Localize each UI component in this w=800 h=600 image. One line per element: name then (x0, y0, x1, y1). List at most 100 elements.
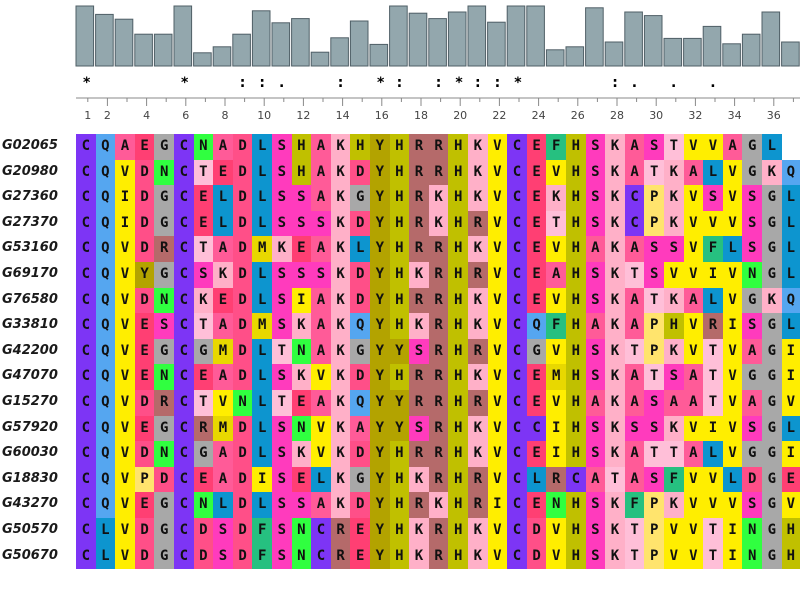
residue-cell: K (664, 338, 684, 365)
residue-cell: D (232, 441, 253, 467)
residue-cell: L (703, 287, 723, 314)
residue-cell: V (722, 262, 743, 288)
residue-cell: P (644, 210, 664, 237)
residue-cell: D (232, 185, 253, 211)
residue-cell: K (468, 441, 488, 467)
residue-cell: V (546, 236, 566, 262)
residue-cell: R (546, 466, 566, 493)
residue-cell: A (213, 134, 233, 160)
residue-cell: S (291, 185, 312, 211)
residue-cell: Y (370, 210, 390, 237)
residue-cell: C (174, 236, 194, 262)
residue-cell: C (174, 441, 194, 467)
histogram-bar (741, 33, 761, 67)
residue-cell: V (683, 338, 704, 365)
residue-cell: G (762, 262, 782, 288)
conservation-mark: . (631, 75, 638, 91)
residue-cell: A (742, 338, 762, 365)
residue-cell: Y (370, 313, 390, 339)
residue-cell: E (134, 415, 155, 442)
residue-cell: A (115, 134, 135, 160)
residue-cell: Q (781, 159, 800, 186)
residue-cell: S (664, 364, 684, 390)
residue-cell: C (624, 210, 645, 237)
conservation-mark: : (259, 75, 265, 91)
residue-cell: S (193, 262, 214, 288)
residue-cell: T (644, 159, 664, 186)
residue-cell: N (291, 518, 312, 544)
ruler-tick-label: 12 (296, 109, 311, 122)
residue-cell: S (272, 313, 292, 339)
residue-cell: G (742, 159, 762, 186)
residue-cell: C (507, 313, 527, 339)
residue-cell: C (76, 364, 96, 390)
ruler-tick-label: 32 (688, 109, 703, 122)
residue-cell: I (291, 287, 312, 314)
ruler-tick-label: 16 (374, 109, 389, 122)
residue-cell: V (487, 390, 508, 416)
residue-cell: T (664, 441, 684, 467)
ruler-tick-label: 8 (221, 109, 229, 122)
residue-cell: D (232, 338, 253, 365)
residue-cell: P (644, 543, 664, 570)
residue-cell: C (174, 492, 194, 518)
residue-cell: E (526, 262, 547, 288)
position-ruler (76, 97, 800, 106)
residue-cell: I (252, 466, 272, 493)
residue-cell: G (762, 466, 782, 493)
residue-cell: L (526, 466, 547, 493)
sequence-name: G53160 (2, 240, 58, 256)
residue-cell: R (428, 287, 449, 314)
residue-cell: D (350, 364, 370, 390)
ruler-tick-label: 10 (257, 109, 272, 122)
residue-cell: S (742, 415, 762, 442)
residue-cell: V (115, 159, 135, 186)
histogram-bar (95, 13, 114, 67)
residue-cell: P (644, 518, 664, 544)
residue-cell: H (389, 236, 410, 262)
residue-cell: I (722, 518, 743, 544)
residue-cell: G (526, 338, 547, 365)
residue-cell: H (566, 518, 586, 544)
residue-cell: S (644, 415, 664, 442)
residue-cell: S (272, 441, 292, 467)
residue-cell: S (272, 543, 292, 570)
residue-cell: H (389, 313, 410, 339)
sequence-name: G02065 (2, 138, 58, 153)
histogram-bar (624, 11, 643, 67)
residue-cell: T (193, 159, 214, 186)
residue-cell: R (409, 185, 429, 211)
residue-cell: H (389, 492, 410, 518)
residue-cell: A (624, 159, 645, 186)
residue-cell: E (526, 390, 547, 416)
residue-cell: K (409, 518, 429, 544)
residue-cell: V (546, 159, 566, 186)
residue-cell: Q (95, 262, 116, 288)
residue-cell: A (585, 313, 606, 339)
residue-cell: S (585, 543, 606, 570)
residue-cell: V (703, 492, 723, 518)
histogram-bar (781, 41, 800, 67)
residue-cell: V (683, 236, 704, 262)
ruler-tick-label: 2 (103, 109, 111, 122)
residue-cell: R (193, 415, 214, 442)
residue-cell: V (115, 338, 135, 365)
residue-cell: N (193, 492, 214, 518)
residue-cell: C (76, 543, 96, 570)
residue-cell: K (409, 313, 429, 339)
residue-cell: Q (350, 390, 370, 416)
residue-cell: V (722, 364, 743, 390)
residue-cell: H (566, 543, 586, 570)
residue-cell: R (428, 543, 449, 570)
residue-cell: K (605, 313, 625, 339)
histogram-bar (349, 20, 369, 67)
residue-cell: D (232, 518, 253, 544)
sequence-name: G76580 (2, 291, 58, 307)
residue-cell: E (134, 364, 155, 390)
sequence-name: G27370 (2, 214, 58, 230)
residue-cell: K (330, 236, 351, 262)
residue-cell: C (507, 236, 527, 262)
ruler-tick-label: 6 (182, 109, 190, 122)
residue-cell: K (605, 338, 625, 365)
sequence-name: G60030 (2, 445, 58, 461)
